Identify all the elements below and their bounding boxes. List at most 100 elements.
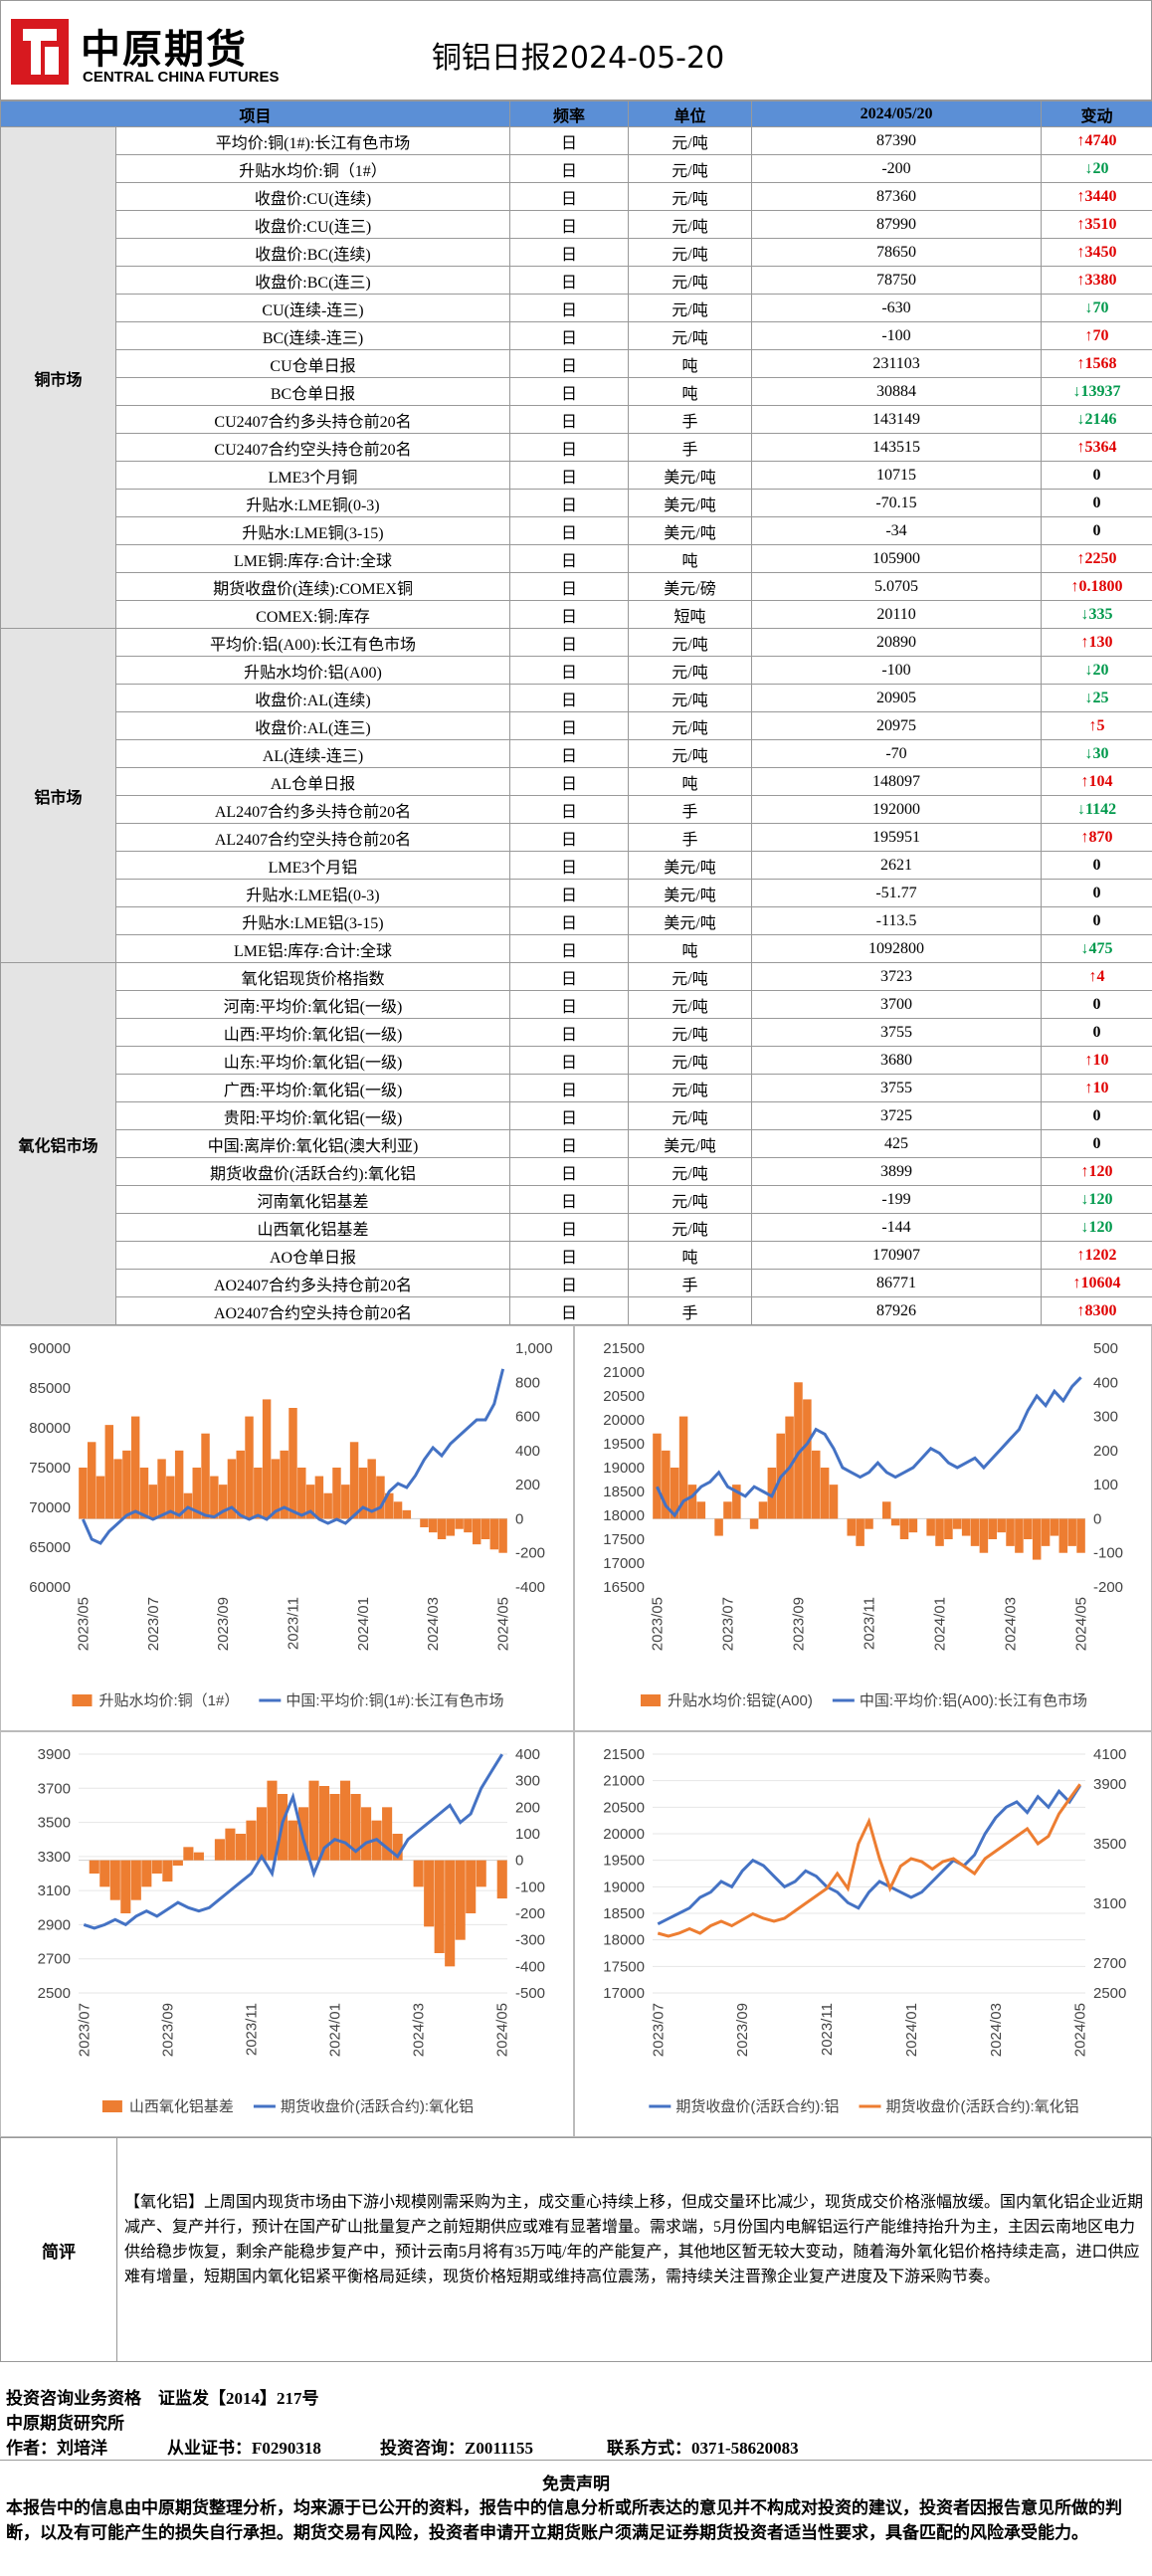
- bar: [424, 1860, 435, 1927]
- trend-arrow: ↑: [1076, 271, 1085, 289]
- change-value: 1202: [1084, 1246, 1117, 1264]
- item-cell: 山西:平均价:氧化铝(一级): [114, 1018, 511, 1047]
- freq-cell: 日: [509, 823, 630, 852]
- legend-label: 升贴水均价:铜（1#）: [98, 1692, 239, 1709]
- bar: [811, 1450, 821, 1519]
- value-cell: 425: [751, 1129, 1043, 1158]
- y-tick-label: 20000: [603, 1412, 645, 1429]
- group-name: 氧化铝市场: [0, 962, 116, 1325]
- y-tick-label: 2700: [38, 1951, 71, 1968]
- legend-label: 期货收盘价(活跃合约):氧化铝: [281, 2097, 474, 2115]
- y-tick-label: 2500: [38, 1985, 71, 2002]
- y-tick-label: 20500: [603, 1388, 645, 1405]
- y-tick-label: 85000: [29, 1380, 71, 1397]
- change-cell: ↑10: [1041, 1046, 1152, 1075]
- table-row: 收盘价:BC(连三) 日元/吨 78750 ↑3380: [1, 266, 1152, 295]
- unit-cell: 短吨: [628, 600, 753, 629]
- table-row: LME3个月铝日美元/吨 2621 0: [1, 851, 1152, 880]
- bar: [988, 1518, 998, 1539]
- value-cell: -70: [751, 739, 1043, 768]
- value-cell: 20890: [751, 628, 1043, 657]
- bar: [318, 1786, 330, 1861]
- table-row: AO仓单日报日吨 170907 ↑1202: [1, 1241, 1152, 1270]
- change-value: 4740: [1084, 131, 1117, 149]
- chart-box: 60000 65000 70000 75000 80000 85000 90000 -400 -…: [0, 1325, 574, 1731]
- trend-arrow: ↓: [1084, 159, 1093, 177]
- table-row: 收盘价:AL(连续) 日元/吨 20905 ↓25: [1, 684, 1152, 712]
- freq-cell: 日: [509, 879, 630, 907]
- y2-tick-label: -100: [515, 1879, 545, 1895]
- bar: [1032, 1518, 1042, 1560]
- bar: [489, 1518, 499, 1550]
- x-tick-label: 2024/05: [495, 1597, 512, 1651]
- unit-cell: 元/吨: [628, 990, 753, 1019]
- y-tick-label: 3900: [38, 1746, 71, 1763]
- line-series: [656, 1376, 1082, 1518]
- item-cell: 山西氧化铝基差: [114, 1213, 511, 1242]
- change-value: 0: [1092, 494, 1101, 511]
- change-cell: 0: [1041, 879, 1152, 907]
- certificate: 从业证书：F0290318: [167, 2439, 321, 2458]
- item-cell: LME3个月铝: [114, 851, 511, 880]
- bar: [820, 1468, 830, 1519]
- bar: [899, 1518, 909, 1539]
- item-cell: 贵阳:平均价:氧化铝(一级): [114, 1101, 511, 1130]
- change-cell: ↑5: [1041, 711, 1152, 740]
- item-cell: CU(连续-连三): [114, 294, 511, 322]
- change-cell: ↓30: [1041, 739, 1152, 768]
- change-cell: 0: [1041, 1018, 1152, 1047]
- table-row: AL2407合约多头持仓前20名日手 192000 ↓1142: [1, 795, 1152, 824]
- trend-arrow: ↓: [1084, 661, 1093, 679]
- change-cell: ↑10: [1041, 1074, 1152, 1102]
- item-cell: 收盘价:AL(连续): [114, 684, 511, 712]
- bar: [1006, 1518, 1015, 1546]
- unit-cell: 元/吨: [628, 656, 753, 685]
- item-cell: AO仓单日报: [114, 1241, 511, 1270]
- value-cell: 1092800: [751, 934, 1043, 963]
- legend-item: 山西氧化铝基差: [101, 2098, 234, 2115]
- x-tick-label: 2023/11: [862, 1597, 878, 1650]
- change-cell: ↓120: [1041, 1185, 1152, 1214]
- y-tick-label: 18500: [603, 1484, 645, 1500]
- table-row: 升贴水:LME铜(0-3) 日美元/吨 -70.15 0: [1, 489, 1152, 517]
- legend-item: 升贴水均价:铜（1#）: [72, 1692, 239, 1709]
- freq-cell: 日: [509, 266, 630, 295]
- change-value: 104: [1088, 772, 1113, 790]
- y2-tick-label: 4100: [1093, 1746, 1126, 1763]
- y-tick-label: 70000: [29, 1499, 71, 1516]
- value-cell: 143515: [751, 433, 1043, 462]
- item-cell: 收盘价:BC(连三): [114, 266, 511, 295]
- bar: [961, 1518, 971, 1536]
- bar: [732, 1485, 741, 1519]
- change-value: 3510: [1084, 215, 1117, 233]
- change-value: 0: [1092, 856, 1101, 874]
- change-cell: ↑3440: [1041, 182, 1152, 211]
- freq-cell: 日: [509, 906, 630, 935]
- value-cell: 10715: [751, 461, 1043, 490]
- unit-cell: 吨: [628, 377, 753, 406]
- bar: [455, 1860, 466, 1940]
- bar: [678, 1416, 688, 1519]
- bar: [341, 1485, 350, 1519]
- change-cell: 0: [1041, 1129, 1152, 1158]
- bar: [662, 1450, 671, 1519]
- table-row: LME铜:库存:合计:全球日吨 105900 ↑2250: [1, 544, 1152, 573]
- change-cell: ↑70: [1041, 321, 1152, 350]
- institute: 中原期货研究所: [6, 2414, 124, 2433]
- item-cell: 广西:平均价:氧化铝(一级): [114, 1074, 511, 1102]
- change-cell: ↑4740: [1041, 126, 1152, 155]
- change-value: 10: [1092, 1051, 1109, 1069]
- item-cell: AL(连续-连三): [114, 739, 511, 768]
- value-cell: 170907: [751, 1241, 1043, 1270]
- value-cell: -199: [751, 1185, 1043, 1214]
- x-tick-label: 2023/11: [243, 2003, 260, 2056]
- bar: [670, 1468, 679, 1519]
- change-value: 0: [1092, 1023, 1101, 1041]
- bar: [361, 1807, 372, 1861]
- value-cell: 3680: [751, 1046, 1043, 1075]
- chart: 60000 65000 70000 75000 80000 85000 90000 -400 -…: [29, 1340, 552, 1709]
- item-cell: LME铜:库存:合计:全球: [114, 544, 511, 573]
- change-cell: ↓20: [1041, 656, 1152, 685]
- bar: [437, 1518, 447, 1539]
- x-tick-label: 2024/03: [988, 2003, 1005, 2057]
